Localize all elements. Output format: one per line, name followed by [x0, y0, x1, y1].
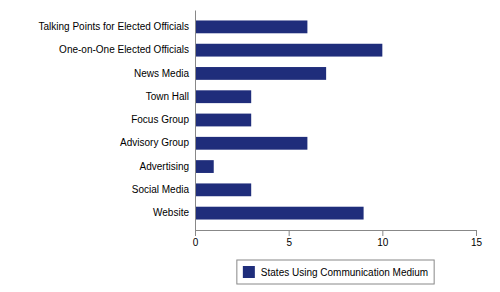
bar — [195, 114, 251, 127]
y-tick-label: Advisory Group — [120, 137, 189, 148]
bars — [195, 20, 382, 219]
x-tick: 10 — [377, 230, 389, 248]
x-tick-mark — [195, 230, 196, 236]
x-tick-label: 10 — [377, 237, 389, 248]
y-tick: Advertising — [140, 161, 195, 172]
y-tick-label: Talking Points for Elected Officials — [39, 21, 189, 32]
chart-container: 0 5 10 15 Talking Points for Elected Officia… — [0, 0, 500, 292]
bar — [195, 207, 364, 220]
bar — [195, 137, 307, 150]
x-tick: 15 — [471, 230, 483, 248]
legend-swatch — [243, 266, 255, 278]
y-tick: One-on-One Elected Officials — [59, 44, 195, 55]
y-tick-label: One-on-One Elected Officials — [59, 44, 189, 55]
bar — [195, 183, 251, 196]
y-tick: Social Media — [132, 184, 195, 195]
y-tick: Town Hall — [146, 91, 195, 102]
plot-area: 0 5 10 15 Talking Points for Elected Officia… — [39, 11, 483, 249]
x-tick: 0 — [193, 230, 199, 248]
bar — [195, 20, 307, 33]
x-axis: 0 5 10 15 — [193, 230, 483, 248]
y-tick-label: Town Hall — [146, 91, 189, 102]
x-tick-label: 15 — [471, 237, 483, 248]
x-axis-line — [196, 230, 477, 231]
bar — [195, 90, 251, 103]
x-tick: 5 — [286, 230, 292, 248]
y-tick-label: Social Media — [132, 184, 190, 195]
y-tick-label: News Media — [134, 68, 189, 79]
y-tick: Focus Group — [131, 114, 195, 125]
legend-frame — [237, 260, 434, 284]
legend: States Using Communication Medium — [237, 260, 434, 284]
bar — [195, 44, 382, 57]
y-axis: Talking Points for Elected Officials One-… — [39, 11, 196, 231]
x-tick-label: 5 — [286, 237, 292, 248]
y-tick: Talking Points for Elected Officials — [39, 21, 195, 32]
y-tick-label: Focus Group — [131, 114, 189, 125]
x-tick-mark — [289, 230, 290, 236]
chart-svg: 0 5 10 15 Talking Points for Elected Officia… — [0, 0, 500, 292]
bar — [195, 160, 214, 173]
y-tick-label: Website — [153, 207, 189, 218]
x-tick-mark — [476, 230, 477, 236]
x-tick-mark — [382, 230, 383, 236]
y-tick: Website — [153, 207, 195, 218]
y-tick: Advisory Group — [120, 137, 195, 148]
y-tick: News Media — [134, 68, 195, 79]
bar — [195, 67, 326, 80]
y-tick-label: Advertising — [140, 161, 189, 172]
y-axis-line — [195, 11, 196, 231]
x-tick-label: 0 — [193, 237, 199, 248]
legend-label: States Using Communication Medium — [261, 267, 428, 278]
